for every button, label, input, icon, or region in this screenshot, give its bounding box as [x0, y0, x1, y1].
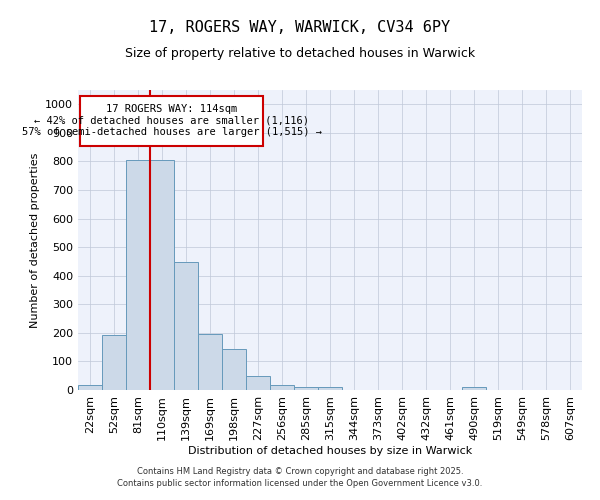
Bar: [102, 334, 126, 390]
Bar: [150, 160, 174, 390]
Bar: [126, 160, 150, 390]
Bar: [174, 262, 198, 390]
Bar: [318, 387, 342, 390]
Text: 17, ROGERS WAY, WARWICK, CV34 6PY: 17, ROGERS WAY, WARWICK, CV34 6PY: [149, 20, 451, 35]
FancyBboxPatch shape: [80, 96, 263, 146]
Text: Contains HM Land Registry data © Crown copyright and database right 2025.
Contai: Contains HM Land Registry data © Crown c…: [118, 466, 482, 487]
Bar: [222, 349, 246, 390]
Text: 17 ROGERS WAY: 114sqm
← 42% of detached houses are smaller (1,116)
57% of semi-d: 17 ROGERS WAY: 114sqm ← 42% of detached …: [22, 104, 322, 138]
Y-axis label: Number of detached properties: Number of detached properties: [29, 152, 40, 328]
Text: Size of property relative to detached houses in Warwick: Size of property relative to detached ho…: [125, 48, 475, 60]
Bar: [462, 388, 486, 390]
X-axis label: Distribution of detached houses by size in Warwick: Distribution of detached houses by size …: [188, 446, 472, 456]
Bar: [198, 334, 222, 390]
Bar: [246, 376, 270, 390]
Bar: [270, 385, 294, 390]
Bar: [294, 387, 318, 390]
Bar: [78, 385, 102, 390]
